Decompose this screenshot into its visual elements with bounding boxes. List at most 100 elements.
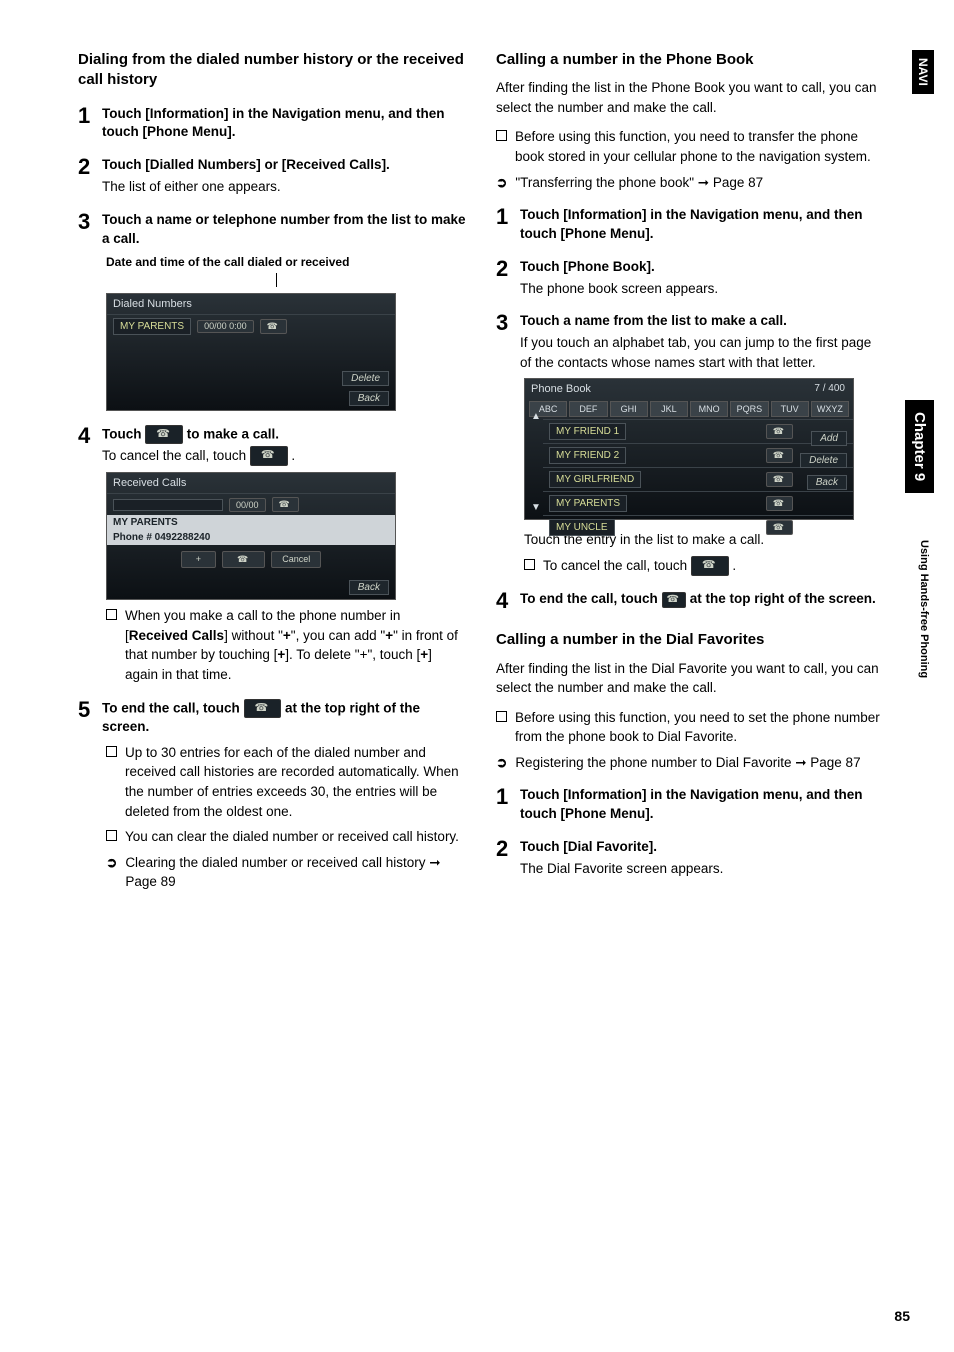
bullet-icon <box>524 559 535 570</box>
note-item: Before using this function, you need to … <box>496 127 884 166</box>
right-step-1b: 1 Touch [Information] in the Navigation … <box>496 786 884 824</box>
right-step-2b: 2 Touch [Dial Favorite]. The Dial Favori… <box>496 838 884 878</box>
shot-title: Phone Book <box>525 379 853 399</box>
intro-text: After finding the list in the Phone Book… <box>496 78 884 117</box>
step-text: Touch a name from the list to make a cal… <box>520 312 884 331</box>
right-step-1: 1 Touch [Information] in the Navigation … <box>496 206 884 244</box>
call-button[interactable] <box>222 551 265 568</box>
step-subtext: The Dial Favorite screen appears. <box>520 859 884 879</box>
left-step-4: 4 Touch to make a call. To cancel the ca… <box>78 425 466 467</box>
ref-icon: ➲ <box>496 173 507 193</box>
ref-icon: ➲ <box>106 853 117 892</box>
left-step-3: 3 Touch a name or telephone number from … <box>78 211 466 249</box>
step-text-post: to make a call. <box>187 426 279 441</box>
right-heading-2: Calling a number in the Dial Favorites <box>496 630 884 650</box>
cancel-button[interactable]: Cancel <box>271 551 321 568</box>
back-button[interactable]: Back <box>807 475 847 490</box>
plus-button[interactable]: + <box>181 551 216 568</box>
right-step-2: 2 Touch [Phone Book]. The phone book scr… <box>496 258 884 298</box>
cross-reference: ➲ Registering the phone number to Dial F… <box>496 753 884 773</box>
contact-row[interactable]: MY GIRLFRIEND <box>549 471 641 488</box>
shot1-caption: Date and time of the call dialed or rece… <box>106 255 466 269</box>
step-text-post: at the top right of the screen. <box>690 591 876 606</box>
bullet-icon <box>496 130 507 141</box>
selected-number: Phone # 0492288240 <box>107 530 395 545</box>
dial-icon[interactable] <box>766 496 793 511</box>
left-column: Dialing from the dialed number history o… <box>78 50 466 900</box>
shot-title: Dialed Numbers <box>107 294 395 314</box>
step-number: 3 <box>496 312 512 334</box>
shot-entry <box>113 499 223 511</box>
alpha-tabs[interactable]: ABCDEF GHIJKL MNOPQRS TUVWXYZ <box>525 399 853 419</box>
contact-row[interactable]: MY UNCLE <box>549 519 615 536</box>
dial-icon[interactable] <box>766 424 793 439</box>
step-number: 1 <box>496 206 512 228</box>
step-text: Touch [Phone Book]. <box>520 258 884 277</box>
bullet-icon <box>106 746 117 757</box>
bullet-icon <box>106 609 117 620</box>
step-number: 4 <box>496 590 512 612</box>
cross-reference: ➲ "Transferring the phone book" ➞ Page 8… <box>496 173 884 193</box>
back-button[interactable]: Back <box>349 391 389 406</box>
screenshot-phone-book: Phone Book 7 / 400 ABCDEF GHIJKL MNOPQRS… <box>524 378 854 520</box>
step-number: 1 <box>496 786 512 808</box>
dial-icon[interactable] <box>766 472 793 487</box>
contact-row[interactable]: MY FRIEND 1 <box>549 423 626 440</box>
hangup-icon[interactable] <box>250 446 288 466</box>
step-text-pre: To end the call, touch <box>102 700 244 715</box>
hangup-icon[interactable] <box>691 556 729 576</box>
step-text: Touch [Dial Favorite]. <box>520 838 884 857</box>
dial-icon <box>260 319 287 334</box>
delete-button[interactable]: Delete <box>342 371 389 386</box>
step-text: Touch [Dialled Numbers] or [Received Cal… <box>102 156 466 175</box>
step-number: 5 <box>78 699 94 721</box>
delete-button[interactable]: Delete <box>800 453 847 468</box>
note-item: Up to 30 entries for each of the dialed … <box>106 743 466 821</box>
intro-text-2: After finding the list in the Dial Favor… <box>496 659 884 698</box>
step-subtext: The phone book screen appears. <box>520 279 884 299</box>
step-number: 2 <box>496 838 512 860</box>
step-subtext: The list of either one appears. <box>102 177 466 197</box>
step-text: Touch a name or telephone number from th… <box>102 211 466 249</box>
left-step-1: 1 Touch [Information] in the Navigation … <box>78 105 466 143</box>
back-button[interactable]: Back <box>349 580 389 595</box>
note-item: Before using this function, you need to … <box>496 708 884 747</box>
add-button[interactable]: Add <box>811 431 847 446</box>
step-text-pre: To end the call, touch <box>520 591 662 606</box>
chapter-tab: Chapter 9 <box>905 400 934 493</box>
cross-reference: ➲ Clearing the dialed number or received… <box>106 853 466 892</box>
chapter-subtitle: Using Hands-free Phoning <box>918 540 930 678</box>
hangup-icon[interactable] <box>662 592 686 608</box>
right-step-3: 3 Touch a name from the list to make a c… <box>496 312 884 372</box>
step-text-pre: Touch <box>102 426 145 441</box>
right-heading-1: Calling a number in the Phone Book <box>496 50 884 70</box>
contact-row[interactable]: MY PARENTS <box>549 495 627 512</box>
dial-icon[interactable] <box>766 448 793 463</box>
contact-row[interactable]: MY FRIEND 2 <box>549 447 626 464</box>
step-number: 4 <box>78 425 94 447</box>
right-step-4: 4 To end the call, touch at the top righ… <box>496 590 884 612</box>
step-number: 2 <box>496 258 512 280</box>
step-text: Touch [Information] in the Navigation me… <box>520 787 863 821</box>
ref-icon: ➲ <box>496 753 507 773</box>
call-icon[interactable] <box>145 425 183 444</box>
side-tabs: NAVI <box>912 50 934 98</box>
scroll-arrows[interactable]: ▲▼ <box>529 411 543 513</box>
navi-tab: NAVI <box>912 50 934 94</box>
entry-count: 7 / 400 <box>814 383 845 394</box>
step-text: Touch [Information] in the Navigation me… <box>520 207 863 241</box>
page-number: 85 <box>894 1308 910 1324</box>
cancel-text-post: . <box>291 448 295 463</box>
right-column: Calling a number in the Phone Book After… <box>496 50 884 900</box>
caption-pointer <box>106 273 466 287</box>
cancel-text-pre: To cancel the call, touch <box>102 448 250 463</box>
step-text: Touch [Information] in the Navigation me… <box>102 106 445 140</box>
note-item: You can clear the dialed number or recei… <box>106 827 466 847</box>
shot-time: 00/00 0:00 <box>197 320 254 333</box>
selected-name: MY PARENTS <box>107 515 395 530</box>
hangup-icon[interactable] <box>244 699 282 718</box>
bullet-icon <box>496 711 507 722</box>
note-item: When you make a call to the phone number… <box>106 606 466 684</box>
note-item: To cancel the call, touch . <box>524 556 884 576</box>
dial-icon[interactable] <box>766 520 793 535</box>
